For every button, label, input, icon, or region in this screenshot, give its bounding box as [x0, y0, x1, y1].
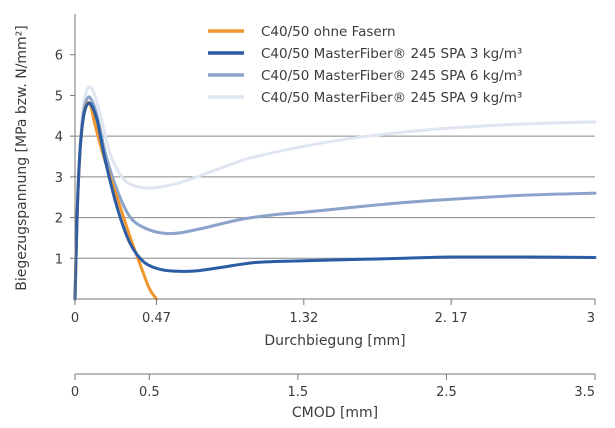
x2-axis-title: CMOD [mm]	[292, 405, 378, 421]
y-ticks: 1 2 3 4 5 6	[55, 49, 75, 267]
y-tick-label: 4	[55, 130, 63, 145]
x2-tick-label: 0.5	[139, 385, 160, 400]
x-ticks: 0 0.47 1.32 2. 17 3	[71, 299, 596, 326]
x2-tick-label: 0	[71, 385, 79, 400]
y-tick-label: 1	[55, 252, 63, 267]
series-line-3kg	[73, 101, 597, 301]
y-tick-label: 6	[55, 49, 63, 64]
legend-label: C40/50 MasterFiber® 245 SPA 6 kg/m³	[261, 68, 522, 84]
x-tick-label: 2. 17	[435, 311, 468, 326]
legend-label: C40/50 MasterFiber® 245 SPA 9 kg/m³	[261, 90, 522, 106]
x-tick-label: 0.47	[142, 311, 171, 326]
x-tick-label: 3	[587, 311, 595, 326]
x2-tick-label: 3.5	[574, 385, 595, 400]
gridlines	[75, 135, 595, 259]
plot-lines	[73, 85, 597, 301]
x2-ticks: 0 0.5 1.5 2.5 3.5	[71, 374, 596, 400]
series-line-6kg	[73, 95, 597, 301]
x-tick-label: 1.32	[289, 311, 318, 326]
x2-tick-label: 2.5	[436, 385, 457, 400]
x2-tick-label: 1.5	[288, 385, 309, 400]
y-tick-label: 5	[55, 89, 63, 104]
legend: C40/50 ohne Fasern C40/50 MasterFiber® 24…	[208, 24, 522, 106]
legend-label: C40/50 MasterFiber® 245 SPA 3 kg/m³	[261, 46, 522, 62]
y-axis-title: Biegezugspannung [MPa bzw. N/mm²]	[14, 25, 30, 291]
x-tick-label: 0	[71, 311, 79, 326]
legend-label: C40/50 ohne Fasern	[261, 24, 396, 40]
x-axis-title: Durchbiegung [mm]	[264, 333, 405, 349]
y-tick-label: 3	[55, 171, 63, 186]
y-tick-label: 2	[55, 212, 63, 227]
